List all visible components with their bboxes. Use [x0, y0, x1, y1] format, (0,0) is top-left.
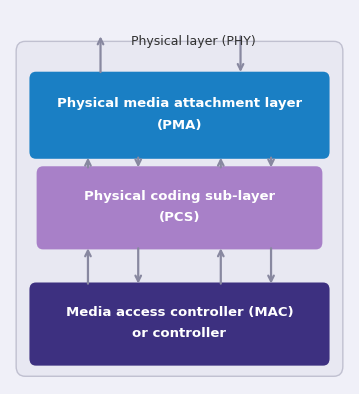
Text: (PMA): (PMA)	[157, 119, 202, 132]
Text: or controller: or controller	[132, 327, 227, 340]
Text: Media access controller (MAC): Media access controller (MAC)	[66, 306, 293, 319]
FancyBboxPatch shape	[37, 166, 322, 249]
Text: Physical layer (PHY): Physical layer (PHY)	[131, 35, 256, 48]
Text: Physical media attachment layer: Physical media attachment layer	[57, 97, 302, 110]
FancyBboxPatch shape	[29, 282, 330, 366]
Text: (PCS): (PCS)	[159, 211, 200, 224]
FancyBboxPatch shape	[29, 72, 330, 159]
FancyBboxPatch shape	[16, 41, 343, 376]
Text: Physical coding sub-layer: Physical coding sub-layer	[84, 190, 275, 203]
